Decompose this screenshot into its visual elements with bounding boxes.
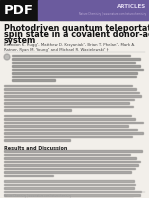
Bar: [4, 135, 132, 137]
Bar: [12, 65, 140, 67]
Text: Nature Chemistry | www.nature.com/naturechemistry: Nature Chemistry | www.nature.com/nature…: [4, 194, 71, 198]
Text: spin state in a covalent donor-acceptor-radical: spin state in a covalent donor-acceptor-…: [4, 30, 149, 39]
Text: Photodriven quantum teleportation of an electron: Photodriven quantum teleportation of an …: [4, 24, 149, 33]
Bar: [4, 171, 131, 173]
Bar: [4, 129, 137, 130]
Bar: [4, 161, 140, 162]
Text: system: system: [4, 36, 36, 45]
Bar: [4, 109, 71, 111]
Bar: [4, 118, 135, 120]
Bar: [4, 88, 136, 90]
Text: ARTICLES: ARTICLES: [117, 5, 146, 10]
Bar: [4, 180, 134, 182]
Bar: [12, 69, 143, 70]
Bar: [4, 190, 141, 192]
Bar: [4, 184, 135, 185]
Bar: [4, 164, 138, 166]
Text: PDF: PDF: [4, 4, 34, 16]
Bar: [4, 125, 128, 127]
Bar: [4, 157, 136, 159]
Bar: [4, 187, 134, 189]
Bar: [38, 0, 149, 20]
Bar: [0, 0, 38, 20]
Bar: [4, 153, 130, 155]
Text: Brandon K. Rugg¹, Matthew D. Krzyaniak¹, Brian T. Phelan¹, Mark A. Ratner, Ryan : Brandon K. Rugg¹, Matthew D. Krzyaniak¹,…: [4, 43, 135, 52]
Bar: [4, 106, 133, 108]
Bar: [4, 91, 139, 93]
Bar: [4, 85, 132, 86]
Bar: [4, 197, 133, 198]
Text: Nature Chemistry | www.nature.com/naturechemistry: Nature Chemistry | www.nature.com/nature…: [79, 11, 146, 15]
Bar: [4, 194, 140, 196]
Bar: [12, 62, 135, 63]
Bar: [4, 114, 131, 116]
Bar: [4, 95, 141, 97]
Bar: [4, 150, 142, 152]
Bar: [4, 139, 69, 141]
Text: Results and Discussion: Results and Discussion: [4, 146, 67, 150]
Circle shape: [4, 54, 10, 60]
Bar: [4, 122, 143, 123]
Bar: [12, 79, 55, 81]
Bar: [4, 168, 135, 169]
Bar: [12, 75, 136, 77]
Bar: [12, 54, 130, 56]
Bar: [12, 72, 137, 74]
Bar: [4, 132, 143, 134]
Bar: [4, 174, 53, 176]
Bar: [4, 98, 134, 100]
Bar: [12, 58, 141, 60]
Bar: [4, 102, 129, 104]
